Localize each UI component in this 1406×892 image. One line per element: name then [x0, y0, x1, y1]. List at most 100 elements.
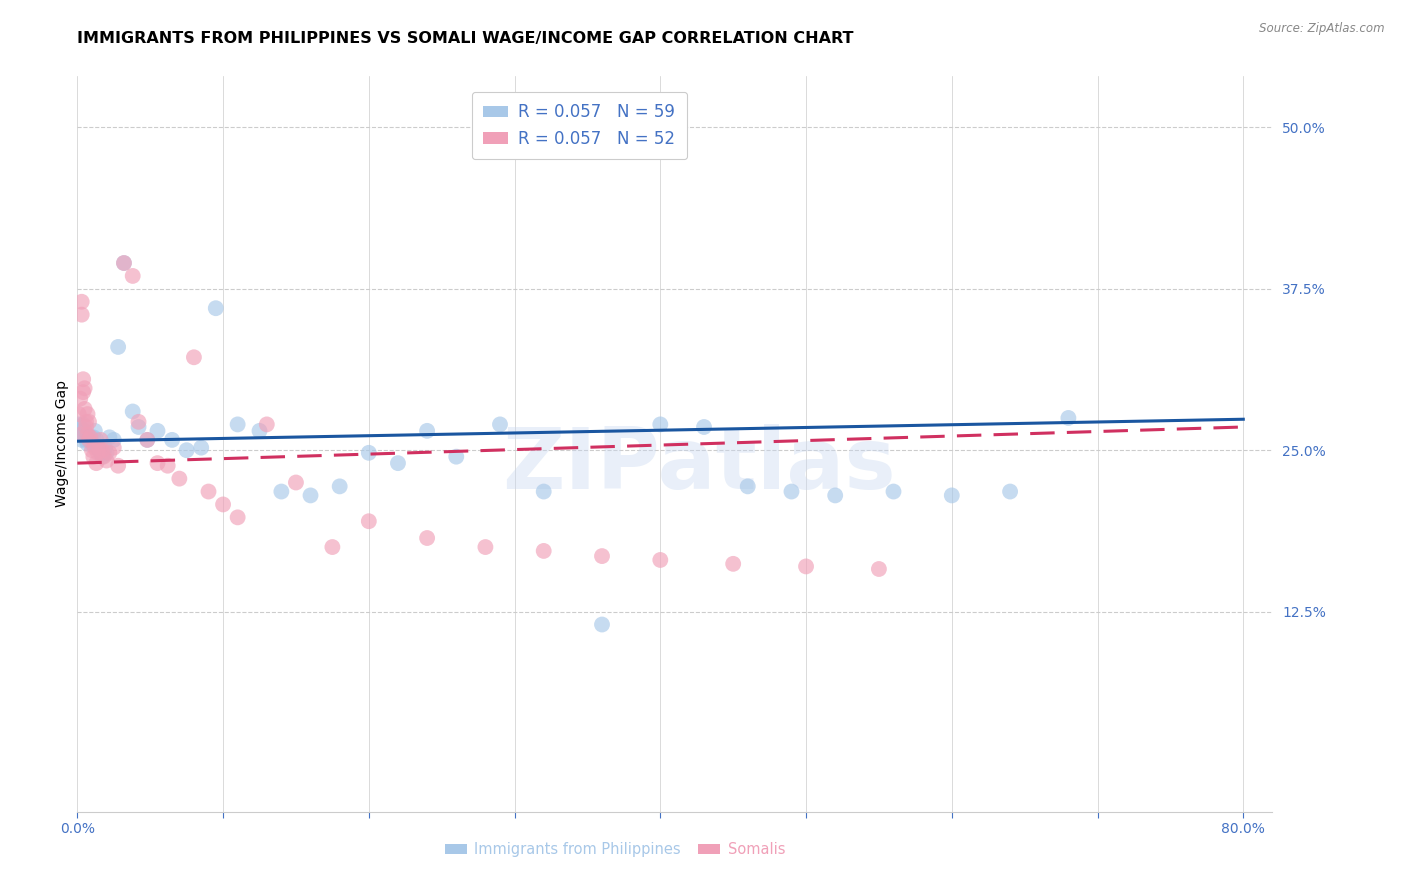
- Point: [96, 453, 118, 467]
- Point: [284, 475, 307, 490]
- Point: [591, 549, 613, 563]
- Point: [169, 472, 191, 486]
- Point: [794, 559, 817, 574]
- Point: [136, 433, 159, 447]
- Point: [107, 458, 129, 473]
- Point: [84, 433, 107, 447]
- Point: [226, 510, 249, 524]
- Point: [75, 433, 97, 447]
- Point: [204, 301, 226, 316]
- Point: [73, 401, 96, 416]
- Point: [103, 441, 125, 455]
- Point: [77, 433, 100, 447]
- Point: [136, 433, 159, 447]
- Point: [249, 424, 271, 438]
- Point: [160, 433, 183, 447]
- Point: [91, 450, 114, 464]
- Point: [146, 456, 169, 470]
- Point: [75, 415, 97, 429]
- Point: [121, 268, 143, 283]
- Point: [128, 415, 150, 429]
- Point: [737, 479, 759, 493]
- Point: [72, 372, 94, 386]
- Point: [67, 407, 90, 421]
- Point: [128, 420, 150, 434]
- Point: [82, 430, 104, 444]
- Point: [77, 415, 100, 429]
- Point: [780, 484, 803, 499]
- Point: [98, 430, 121, 444]
- Point: [76, 436, 98, 450]
- Point: [357, 514, 380, 528]
- Point: [489, 417, 512, 432]
- Point: [446, 450, 468, 464]
- Point: [69, 424, 91, 438]
- Point: [93, 446, 115, 460]
- Point: [416, 424, 439, 438]
- Point: [176, 443, 198, 458]
- Point: [70, 433, 93, 447]
- Point: [190, 441, 212, 455]
- Point: [226, 417, 249, 432]
- Point: [183, 351, 205, 365]
- Point: [76, 427, 98, 442]
- Point: [533, 544, 555, 558]
- Point: [73, 430, 96, 444]
- Point: [693, 420, 716, 434]
- Point: [72, 417, 94, 432]
- Point: [69, 392, 91, 406]
- Point: [75, 427, 97, 442]
- Point: [357, 446, 380, 460]
- Point: [299, 488, 322, 502]
- Point: [73, 381, 96, 395]
- Point: [70, 427, 93, 442]
- Point: [103, 433, 125, 447]
- Point: [112, 256, 135, 270]
- Point: [83, 424, 105, 438]
- Point: [321, 540, 343, 554]
- Point: [80, 436, 103, 450]
- Point: [90, 446, 112, 460]
- Point: [83, 441, 105, 455]
- Point: [212, 498, 235, 512]
- Point: [824, 488, 846, 502]
- Point: [107, 340, 129, 354]
- Point: [94, 441, 117, 455]
- Point: [93, 450, 115, 464]
- Point: [256, 417, 278, 432]
- Point: [721, 557, 744, 571]
- Point: [156, 458, 179, 473]
- Point: [941, 488, 963, 502]
- Legend: Immigrants from Philippines, Somalis: Immigrants from Philippines, Somalis: [439, 837, 792, 863]
- Point: [72, 385, 94, 400]
- Point: [80, 443, 103, 458]
- Point: [533, 484, 555, 499]
- Text: Source: ZipAtlas.com: Source: ZipAtlas.com: [1260, 22, 1385, 36]
- Point: [416, 531, 439, 545]
- Point: [89, 443, 111, 458]
- Point: [67, 417, 90, 432]
- Text: IMMIGRANTS FROM PHILIPPINES VS SOMALI WAGE/INCOME GAP CORRELATION CHART: IMMIGRANTS FROM PHILIPPINES VS SOMALI WA…: [77, 31, 853, 46]
- Point: [90, 433, 112, 447]
- Point: [79, 430, 101, 444]
- Point: [146, 424, 169, 438]
- Point: [650, 417, 672, 432]
- Point: [591, 133, 613, 147]
- Point: [329, 479, 352, 493]
- Point: [91, 443, 114, 458]
- Point: [69, 427, 91, 442]
- Point: [79, 430, 101, 444]
- Point: [98, 446, 121, 460]
- Point: [121, 404, 143, 418]
- Point: [1057, 411, 1080, 425]
- Text: ZIPatlas: ZIPatlas: [502, 425, 896, 508]
- Point: [112, 256, 135, 270]
- Point: [82, 450, 104, 464]
- Point: [69, 420, 91, 434]
- Point: [197, 484, 219, 499]
- Point: [75, 420, 97, 434]
- Point: [77, 433, 100, 447]
- Point: [70, 308, 93, 322]
- Point: [84, 456, 107, 470]
- Point: [591, 617, 613, 632]
